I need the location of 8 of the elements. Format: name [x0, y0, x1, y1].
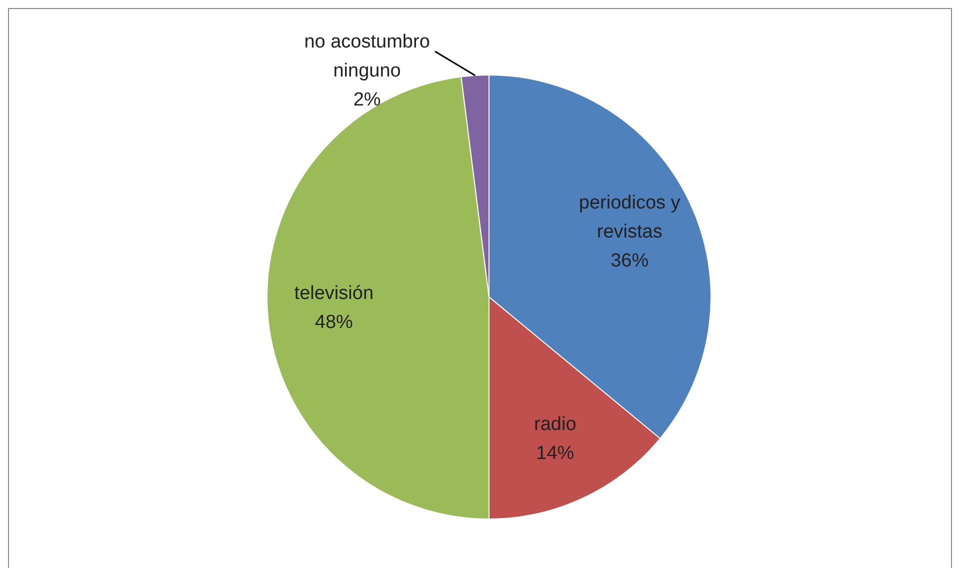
data-label: 2%: [353, 89, 381, 110]
slice-label: periodicos y revistas: [578, 192, 681, 242]
slice-label: no acostumbro ninguno: [304, 31, 430, 82]
data-label: 36%: [610, 250, 649, 272]
data-label: 14%: [536, 442, 574, 464]
data-label: 48%: [314, 312, 354, 333]
slice-label: televisión: [294, 282, 374, 304]
slice-label: radio: [534, 414, 576, 435]
